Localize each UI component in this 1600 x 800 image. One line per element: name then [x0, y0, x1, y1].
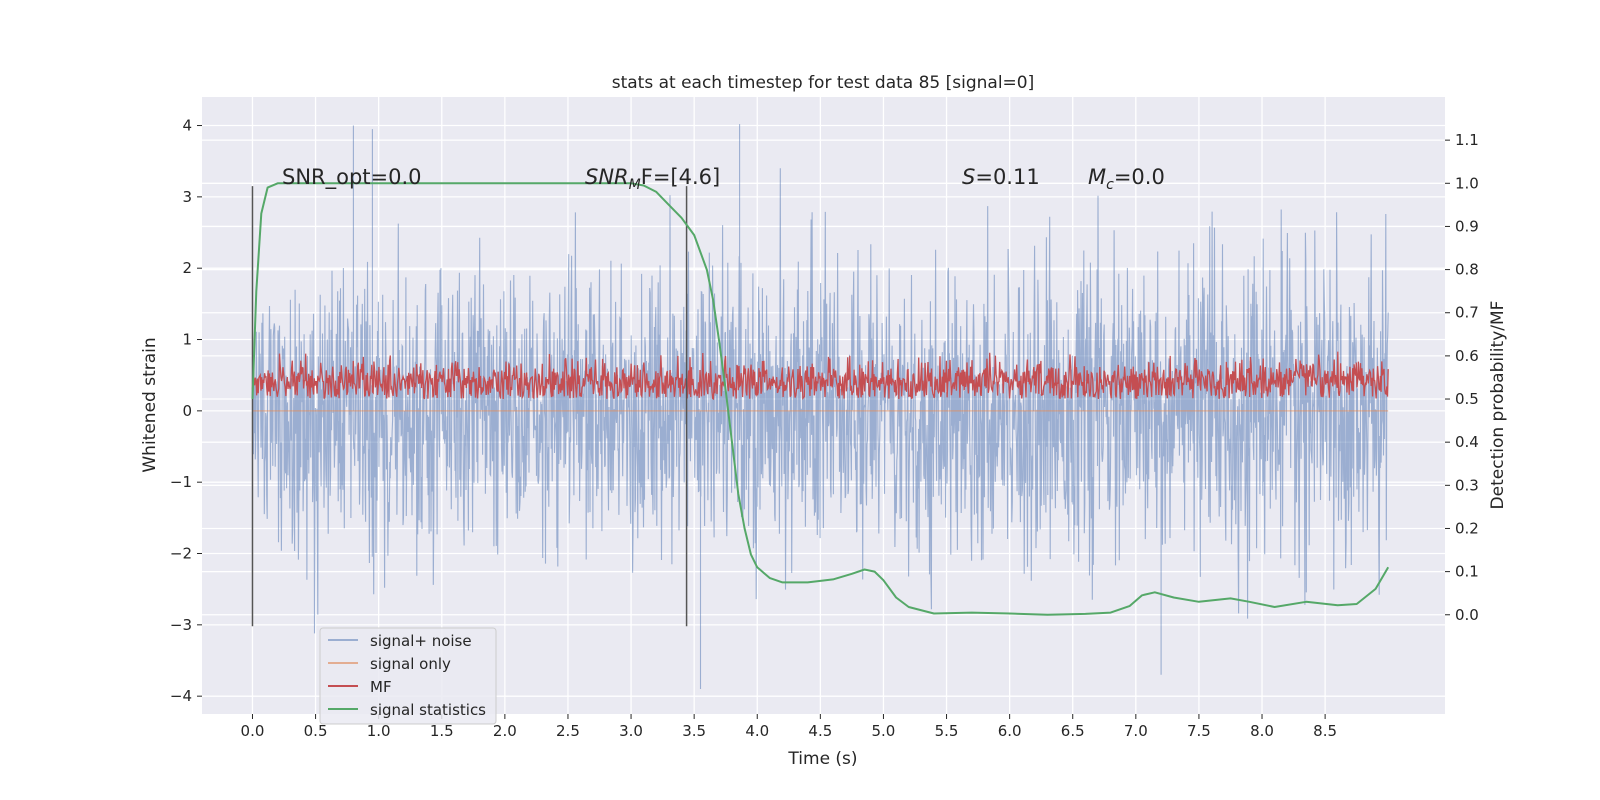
y2-tick-label: 0.5: [1455, 390, 1479, 408]
legend-label-mf: MF: [370, 678, 392, 696]
annotation-mc-prefix: M: [1088, 165, 1106, 189]
y-tick-label: −3: [170, 616, 192, 634]
legend-label-signal-statistics: signal statistics: [370, 701, 486, 719]
y2-axis-ticks: 1.1 1.0 0.9 0.8 0.7 0.6 0.5 0.4 0.3 0.2 0.1 0.0: [1445, 131, 1479, 624]
x-tick-label: 7.5: [1187, 722, 1211, 740]
x-tick-label: 2.0: [493, 722, 517, 740]
y2-tick-label: 0.4: [1455, 433, 1479, 451]
chart-title: stats at each timestep for test data 85 …: [612, 73, 1035, 93]
y-tick-label: −4: [170, 687, 192, 705]
x-tick-label: 5.0: [872, 722, 896, 740]
y-tick-label: 2: [182, 259, 192, 277]
annotation-snr-mf-prefix: SNR: [585, 165, 629, 189]
x-tick-label: 6.0: [998, 722, 1022, 740]
x-tick-label: 3.0: [619, 722, 643, 740]
annotation-s-suffix: =0.11: [975, 165, 1039, 189]
x-tick-label: 0.0: [241, 722, 265, 740]
y2-tick-label: 0.0: [1455, 606, 1479, 624]
x-tick-label: 2.5: [556, 722, 580, 740]
legend-box: [319, 627, 497, 725]
y-tick-label: −1: [170, 473, 192, 491]
y-axis-ticks: 4 3 2 1 0 −1 −2 −3 −4: [170, 117, 202, 705]
y2-tick-label: 0.8: [1455, 261, 1479, 279]
legend-label-signal-plus-noise: signal+ noise: [370, 632, 472, 650]
mf-series: [251, 351, 1389, 401]
x-tick-label: 0.5: [304, 722, 328, 740]
annotation-snr-mf-sub: M: [629, 177, 641, 193]
y-tick-label: 3: [182, 188, 192, 206]
y2-tick-label: 0.6: [1455, 347, 1479, 365]
signal-statistics-line: [251, 182, 1390, 616]
annotation-mc: Mc=0.0: [1088, 165, 1165, 193]
annotation-snr-opt: SNR_opt=0.0: [282, 165, 422, 190]
y-tick-label: 0: [182, 402, 192, 420]
y2-tick-label: 1.1: [1455, 131, 1479, 149]
x-tick-label: 8.0: [1250, 722, 1274, 740]
legend-label-signal-only: signal only: [370, 655, 451, 673]
legend: signal+ noise signal only MF signal stat…: [319, 627, 497, 725]
y2-tick-label: 0.7: [1455, 304, 1479, 322]
x-tick-label: 4.0: [745, 722, 769, 740]
annotation-s-prefix: S: [962, 165, 975, 189]
x-tick-label: 5.5: [935, 722, 959, 740]
y2-tick-label: 0.1: [1455, 563, 1479, 581]
y-tick-label: −2: [170, 545, 192, 563]
x-tick-label: 6.5: [1061, 722, 1085, 740]
y2-tick-label: 0.9: [1455, 217, 1479, 235]
annotation-snr-mf: SNRMF=[4.6]: [585, 165, 720, 193]
x-tick-label: 3.5: [682, 722, 706, 740]
y-tick-label: 1: [182, 331, 192, 349]
annotation-snr-mf-suffix: F=[4.6]: [641, 165, 720, 189]
y2-tick-label: 1.0: [1455, 174, 1479, 192]
x-tick-label: 1.0: [367, 722, 391, 740]
y-tick-label: 4: [182, 117, 192, 135]
mf-line: [251, 351, 1389, 401]
x-tick-label: 4.5: [808, 722, 832, 740]
x-axis-label: Time (s): [787, 749, 857, 769]
x-axis-ticks: 0.0 0.5 1.0 1.5 2.0 2.5 3.0 3.5 4.0 4.5 5.0 5.5 6.0 6…: [241, 714, 1337, 740]
y2-axis-label: Detection probability/MF: [1488, 301, 1508, 510]
x-tick-label: 8.5: [1313, 722, 1337, 740]
annotation-s: S=0.11: [962, 165, 1040, 189]
y2-tick-label: 0.2: [1455, 519, 1479, 537]
x-tick-label: 7.0: [1124, 722, 1148, 740]
annotation-mc-suffix: =0.0: [1114, 165, 1165, 189]
y2-tick-label: 0.3: [1455, 476, 1479, 494]
vertical-markers: [251, 186, 688, 627]
x-tick-label: 1.5: [430, 722, 454, 740]
annotation-mc-sub: c: [1106, 177, 1114, 193]
signal-statistics-series: [251, 182, 1390, 616]
y-axis-label: Whitened strain: [140, 337, 160, 472]
